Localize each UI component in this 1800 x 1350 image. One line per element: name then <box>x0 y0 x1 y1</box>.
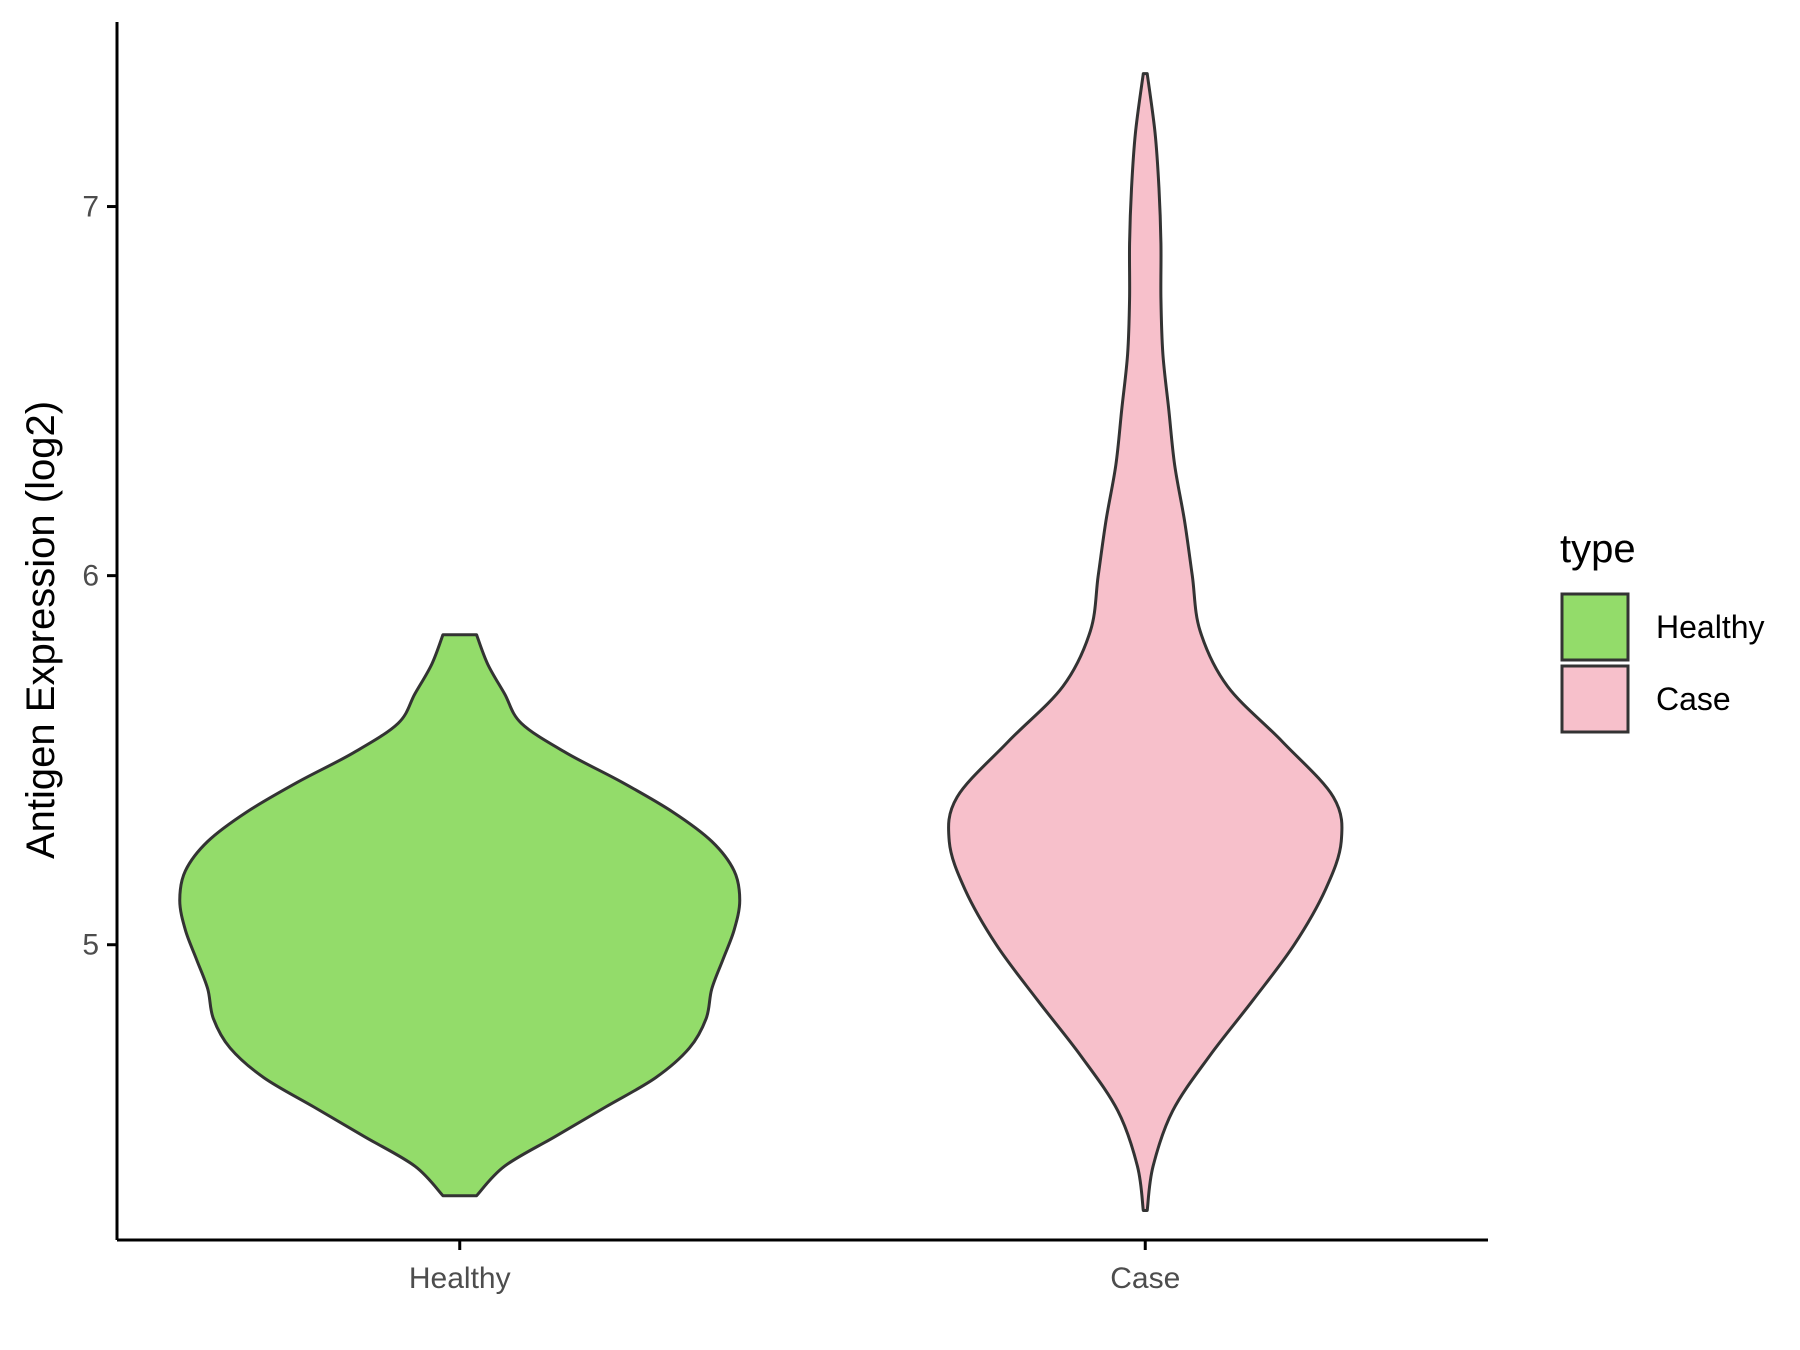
y-tick-label: 6 <box>82 560 99 593</box>
legend-key-healthy <box>1560 592 1630 662</box>
legend-title: type <box>1560 527 1636 571</box>
legend-key-case <box>1560 664 1630 734</box>
legend-entries: Healthy Case <box>1560 592 1765 734</box>
y-axis-title: Antigen Expression (log2) <box>19 401 63 859</box>
legend-label-case: Case <box>1656 681 1731 717</box>
legend: type Healthy Case <box>1560 527 1765 734</box>
plot-area <box>178 72 1344 1212</box>
y-ticks: 5 6 7 <box>82 191 117 962</box>
legend-label-healthy: Healthy <box>1656 609 1765 645</box>
y-tick-label: 7 <box>82 191 99 224</box>
y-tick-label: 5 <box>82 929 99 962</box>
violin-case <box>947 72 1344 1212</box>
x-ticks: Healthy Case <box>409 1240 1180 1295</box>
x-tick-label: Healthy <box>409 1262 511 1295</box>
violin-healthy <box>178 633 742 1198</box>
axes: 5 6 7 Healthy Case Antigen Expression (log2… <box>19 22 1488 1295</box>
x-tick-label: Case <box>1110 1262 1180 1295</box>
